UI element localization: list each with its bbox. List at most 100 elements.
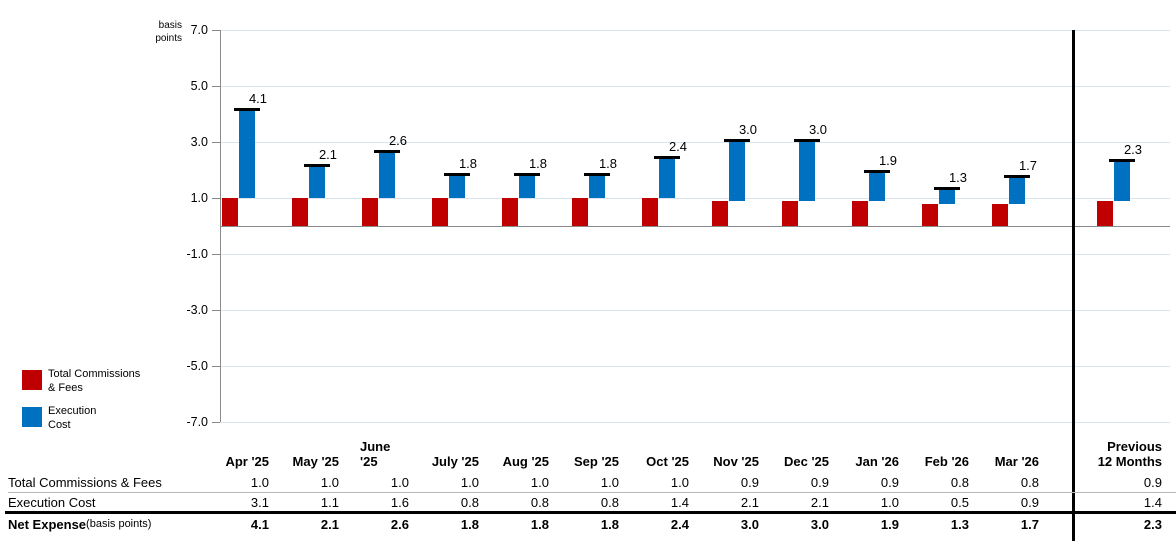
bar-execution <box>869 172 885 201</box>
y-axis-unit-label: basis points <box>120 19 182 45</box>
legend-commissions-line1: Total Commissions <box>48 368 141 380</box>
table-value-cell: 2.1 <box>320 516 339 532</box>
table-value-cell: 1.0 <box>460 474 479 490</box>
table-value-cell: 2.6 <box>390 516 409 532</box>
y-axis-tick <box>212 142 220 143</box>
table-value-cell: 1.6 <box>390 494 409 510</box>
table-value-cell: 1.0 <box>670 474 689 490</box>
grid-line <box>220 86 1170 87</box>
bar-execution <box>589 175 605 198</box>
bar-execution <box>1114 161 1130 201</box>
table-header-cell: Sep '25 <box>573 454 619 469</box>
table-value-cell: 0.8 <box>530 494 549 510</box>
table-header-cell: Oct '25 <box>646 454 689 469</box>
table-value-cell: 1.8 <box>600 516 619 532</box>
table-value-cell-previous: 2.3 <box>1143 516 1162 532</box>
execution-swatch-icon <box>22 407 42 427</box>
grid-line <box>220 142 1170 143</box>
table-value-cell: 1.7 <box>1020 516 1039 532</box>
bar-commissions <box>502 198 518 226</box>
net-expense-marker <box>654 155 680 159</box>
bar-commissions <box>572 198 588 226</box>
table-header-cell: June '25 <box>360 439 391 469</box>
grid-line <box>220 310 1170 311</box>
table-rule-thick <box>5 511 1176 514</box>
table-value-cell: 1.9 <box>880 516 899 532</box>
table-header-cell: May '25 <box>292 454 339 469</box>
bar-execution <box>239 111 255 198</box>
y-axis-tick-label: 7.0 <box>190 23 208 37</box>
table-value-cell: 3.1 <box>250 494 269 510</box>
bar-value-label: 1.8 <box>458 155 478 171</box>
bar-execution <box>659 158 675 198</box>
net-expense-marker <box>444 172 470 176</box>
y-axis-tick-label: -5.0 <box>186 359 208 373</box>
bar-commissions <box>992 203 1008 226</box>
table-value-cell: 1.8 <box>530 516 549 532</box>
table-row: Total Commissions & Fees 1.0 1.0 1.0 1.0 1.0 1… <box>0 472 1176 492</box>
table-header-cell: Feb '26 <box>924 454 969 469</box>
table-value-cell: 0.9 <box>880 474 899 490</box>
y-axis-tick <box>212 310 220 311</box>
table-header-cell: Aug '25 <box>502 454 549 469</box>
y-axis-tick-label: -1.0 <box>186 247 208 261</box>
bar-commissions <box>712 200 728 226</box>
table-row: Execution Cost 3.1 1.1 1.6 0.8 0.8 0.8 1.4 2.1 2.… <box>0 492 1176 512</box>
net-expense-marker <box>1109 158 1135 162</box>
table-header-previous-cell: Previous 12 Months <box>1097 439 1162 469</box>
bar-commissions <box>782 200 798 226</box>
table-value-cell: 1.0 <box>250 474 269 490</box>
period-separator-line <box>1072 30 1075 541</box>
table-value-cell: 2.1 <box>810 494 829 510</box>
table-header-label-cell <box>0 434 220 472</box>
bar-value-label: 1.9 <box>878 152 898 168</box>
net-expense-marker <box>374 150 400 154</box>
bar-value-label: 1.8 <box>598 155 618 171</box>
data-table: Apr '25 May '25 June '25 July '25 Aug '25 Sep… <box>0 434 1176 536</box>
table-value-cell: 0.8 <box>460 494 479 510</box>
bar-value-label: 2.6 <box>388 133 408 149</box>
table-value-cell: 0.9 <box>1020 494 1039 510</box>
grid-line <box>220 30 1170 31</box>
table-value-cell: 2.1 <box>740 494 759 510</box>
y-axis-tick <box>212 86 220 87</box>
y-axis-tick <box>212 30 220 31</box>
table-header-cell: Apr '25 <box>225 454 269 469</box>
bar-commissions <box>642 198 658 226</box>
net-expense-marker <box>1004 175 1030 179</box>
net-expense-marker <box>934 186 960 190</box>
y-axis-line <box>220 30 221 422</box>
bar-value-label: 2.3 <box>1123 141 1143 157</box>
bar-execution <box>729 142 745 201</box>
table-value-cell: 1.1 <box>320 494 339 510</box>
net-expense-marker <box>864 169 890 173</box>
y-axis-tick <box>212 366 220 367</box>
y-axis-tick <box>212 198 220 199</box>
table-value-cell: 0.8 <box>950 474 969 490</box>
table-row: Net Expense (basis points) 4.1 2.1 2.6 1.8 1.… <box>0 512 1176 536</box>
table-value-cell: 0.9 <box>740 474 759 490</box>
plot-area: 7.0 5.0 3.0 1.0 -1.0 -3.0 -5.0 -7.0 4.1 2.1 2.6 1.8… <box>186 23 1170 429</box>
table-value-cell-previous: 0.9 <box>1143 474 1162 490</box>
table-row-label: Total Commissions & Fees <box>8 474 162 490</box>
table-value-cell: 1.0 <box>390 474 409 490</box>
table-header-cell: Dec '25 <box>783 454 829 469</box>
bar-execution <box>799 142 815 201</box>
table-header-cell: Nov '25 <box>713 454 759 469</box>
table-value-cell: 4.1 <box>250 516 269 532</box>
table-row-label: Net Expense (basis points) <box>8 516 152 532</box>
bar-value-label: 1.8 <box>528 155 548 171</box>
bar-execution <box>1009 178 1025 204</box>
bar-execution <box>309 167 325 198</box>
commissions-swatch-icon <box>22 370 42 390</box>
grid-line <box>220 422 1170 423</box>
y-axis-tick <box>212 254 220 255</box>
bar-value-label: 1.3 <box>948 169 968 185</box>
table-rule-thin <box>8 492 1176 493</box>
y-axis-unit-line2: points <box>155 33 182 44</box>
y-axis-tick-label: -7.0 <box>186 415 208 429</box>
net-expense-marker <box>234 108 260 112</box>
bar-execution <box>519 175 535 198</box>
table-value-cell: 1.0 <box>320 474 339 490</box>
legend-label-commissions: Total Commissions & Fees <box>48 368 168 395</box>
